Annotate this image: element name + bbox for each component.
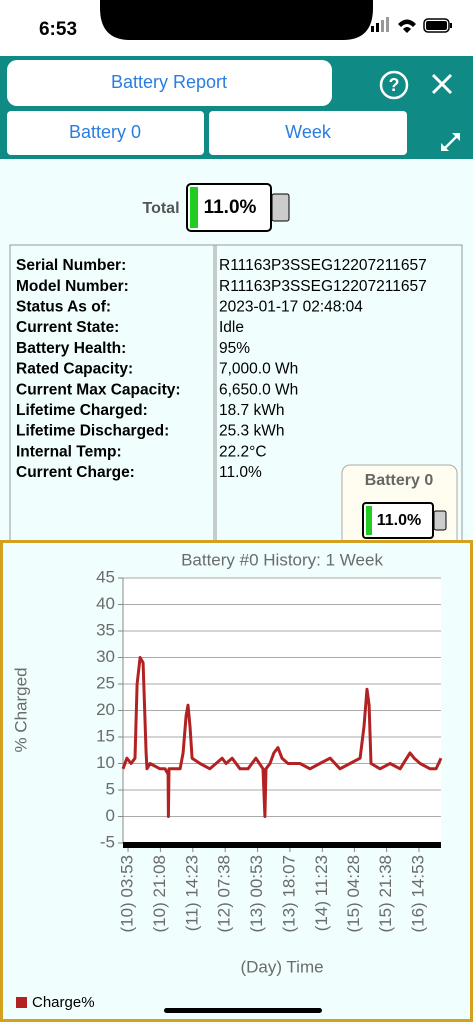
x-tick-label: (13) 00:53 xyxy=(247,855,266,933)
info-value: 11.0% xyxy=(219,464,262,481)
total-value: 11.0% xyxy=(204,197,257,218)
x-tick-label: (12) 07:38 xyxy=(215,855,234,933)
chart-title: Battery #0 History: 1 Week xyxy=(181,550,383,569)
x-tick-label: (15) 04:28 xyxy=(344,855,363,933)
x-tick-label: (11) 14:23 xyxy=(182,855,201,931)
y-tick-label: 5 xyxy=(106,779,115,798)
y-axis-label: % Charged xyxy=(11,667,30,752)
info-label: Serial Number: xyxy=(16,257,126,274)
status-time: 6:53 xyxy=(39,19,77,40)
x-tick-label: (13) 18:07 xyxy=(279,855,298,933)
info-label: Lifetime Discharged: xyxy=(16,423,169,440)
svg-text:?: ? xyxy=(389,75,400,95)
widget-battery-icon xyxy=(362,502,447,539)
x-tick-label: (15) 21:38 xyxy=(376,855,395,933)
info-value: R11163P3SSEG12207211657 xyxy=(219,278,427,295)
notch xyxy=(100,0,373,40)
info-value: 25.3 kWh xyxy=(219,423,284,440)
info-label: Current Max Capacity: xyxy=(16,381,181,398)
y-tick-label: 35 xyxy=(96,620,115,639)
info-value: 7,000.0 Wh xyxy=(219,361,298,378)
title-text: Battery Report xyxy=(111,72,227,92)
legend-label: Charge% xyxy=(32,994,95,1011)
info-value: 95% xyxy=(219,340,250,357)
info-label: Internal Temp: xyxy=(16,443,122,460)
y-tick-label: 20 xyxy=(96,700,115,719)
y-tick-label: 10 xyxy=(96,753,115,772)
title-button[interactable] xyxy=(7,60,332,106)
battery-button[interactable] xyxy=(7,111,204,155)
y-tick-label: 15 xyxy=(96,726,115,745)
x-tick-label: (14) 11:23 xyxy=(312,855,331,931)
info-value: 6,650.0 Wh xyxy=(219,381,298,398)
y-tick-label: 45 xyxy=(96,567,115,586)
battery-button-text: Battery 0 xyxy=(69,122,141,142)
home-indicator xyxy=(164,1008,322,1013)
x-tick-label: (10) 03:53 xyxy=(118,855,137,933)
y-tick-label: 30 xyxy=(96,647,115,666)
y-tick-label: 25 xyxy=(96,673,115,692)
info-label: Lifetime Charged: xyxy=(16,402,148,419)
info-label: Battery Health: xyxy=(16,340,126,357)
x-axis-label: (Day) Time xyxy=(240,957,323,976)
x-tick-label: (10) 21:08 xyxy=(150,855,169,933)
info-value: 22.2°C xyxy=(219,443,267,460)
info-label: Model Number: xyxy=(16,278,129,295)
info-value: 18.7 kWh xyxy=(219,402,284,419)
info-label: Rated Capacity: xyxy=(16,361,133,378)
data-line xyxy=(121,656,443,818)
help-button[interactable]: ? xyxy=(379,70,409,100)
x-tick-label: (16) 14:53 xyxy=(408,855,427,933)
battery-widget-label: Battery 0 xyxy=(365,472,434,489)
total-label: Total xyxy=(142,200,179,217)
info-value: R11163P3SSEG12207211657 xyxy=(219,257,427,274)
y-tick-label: 0 xyxy=(106,806,115,825)
period-button[interactable] xyxy=(209,111,407,155)
info-label: Current Charge: xyxy=(16,464,135,481)
period-button-text: Week xyxy=(285,122,332,142)
close-button[interactable] xyxy=(431,73,453,95)
info-label: Current State: xyxy=(16,319,119,336)
battery-widget-value: 11.0% xyxy=(377,512,421,529)
info-value: 2023-01-17 02:48:04 xyxy=(219,298,363,315)
expand-button[interactable] xyxy=(441,133,460,151)
legend-swatch xyxy=(16,997,27,1008)
info-value: Idle xyxy=(219,319,244,336)
info-label: Status As of: xyxy=(16,298,111,315)
x-axis xyxy=(123,842,441,848)
total-battery-icon xyxy=(186,183,290,232)
y-tick-label: 40 xyxy=(96,594,115,613)
status-icons xyxy=(371,17,452,33)
y-tick-label: -5 xyxy=(100,832,115,851)
